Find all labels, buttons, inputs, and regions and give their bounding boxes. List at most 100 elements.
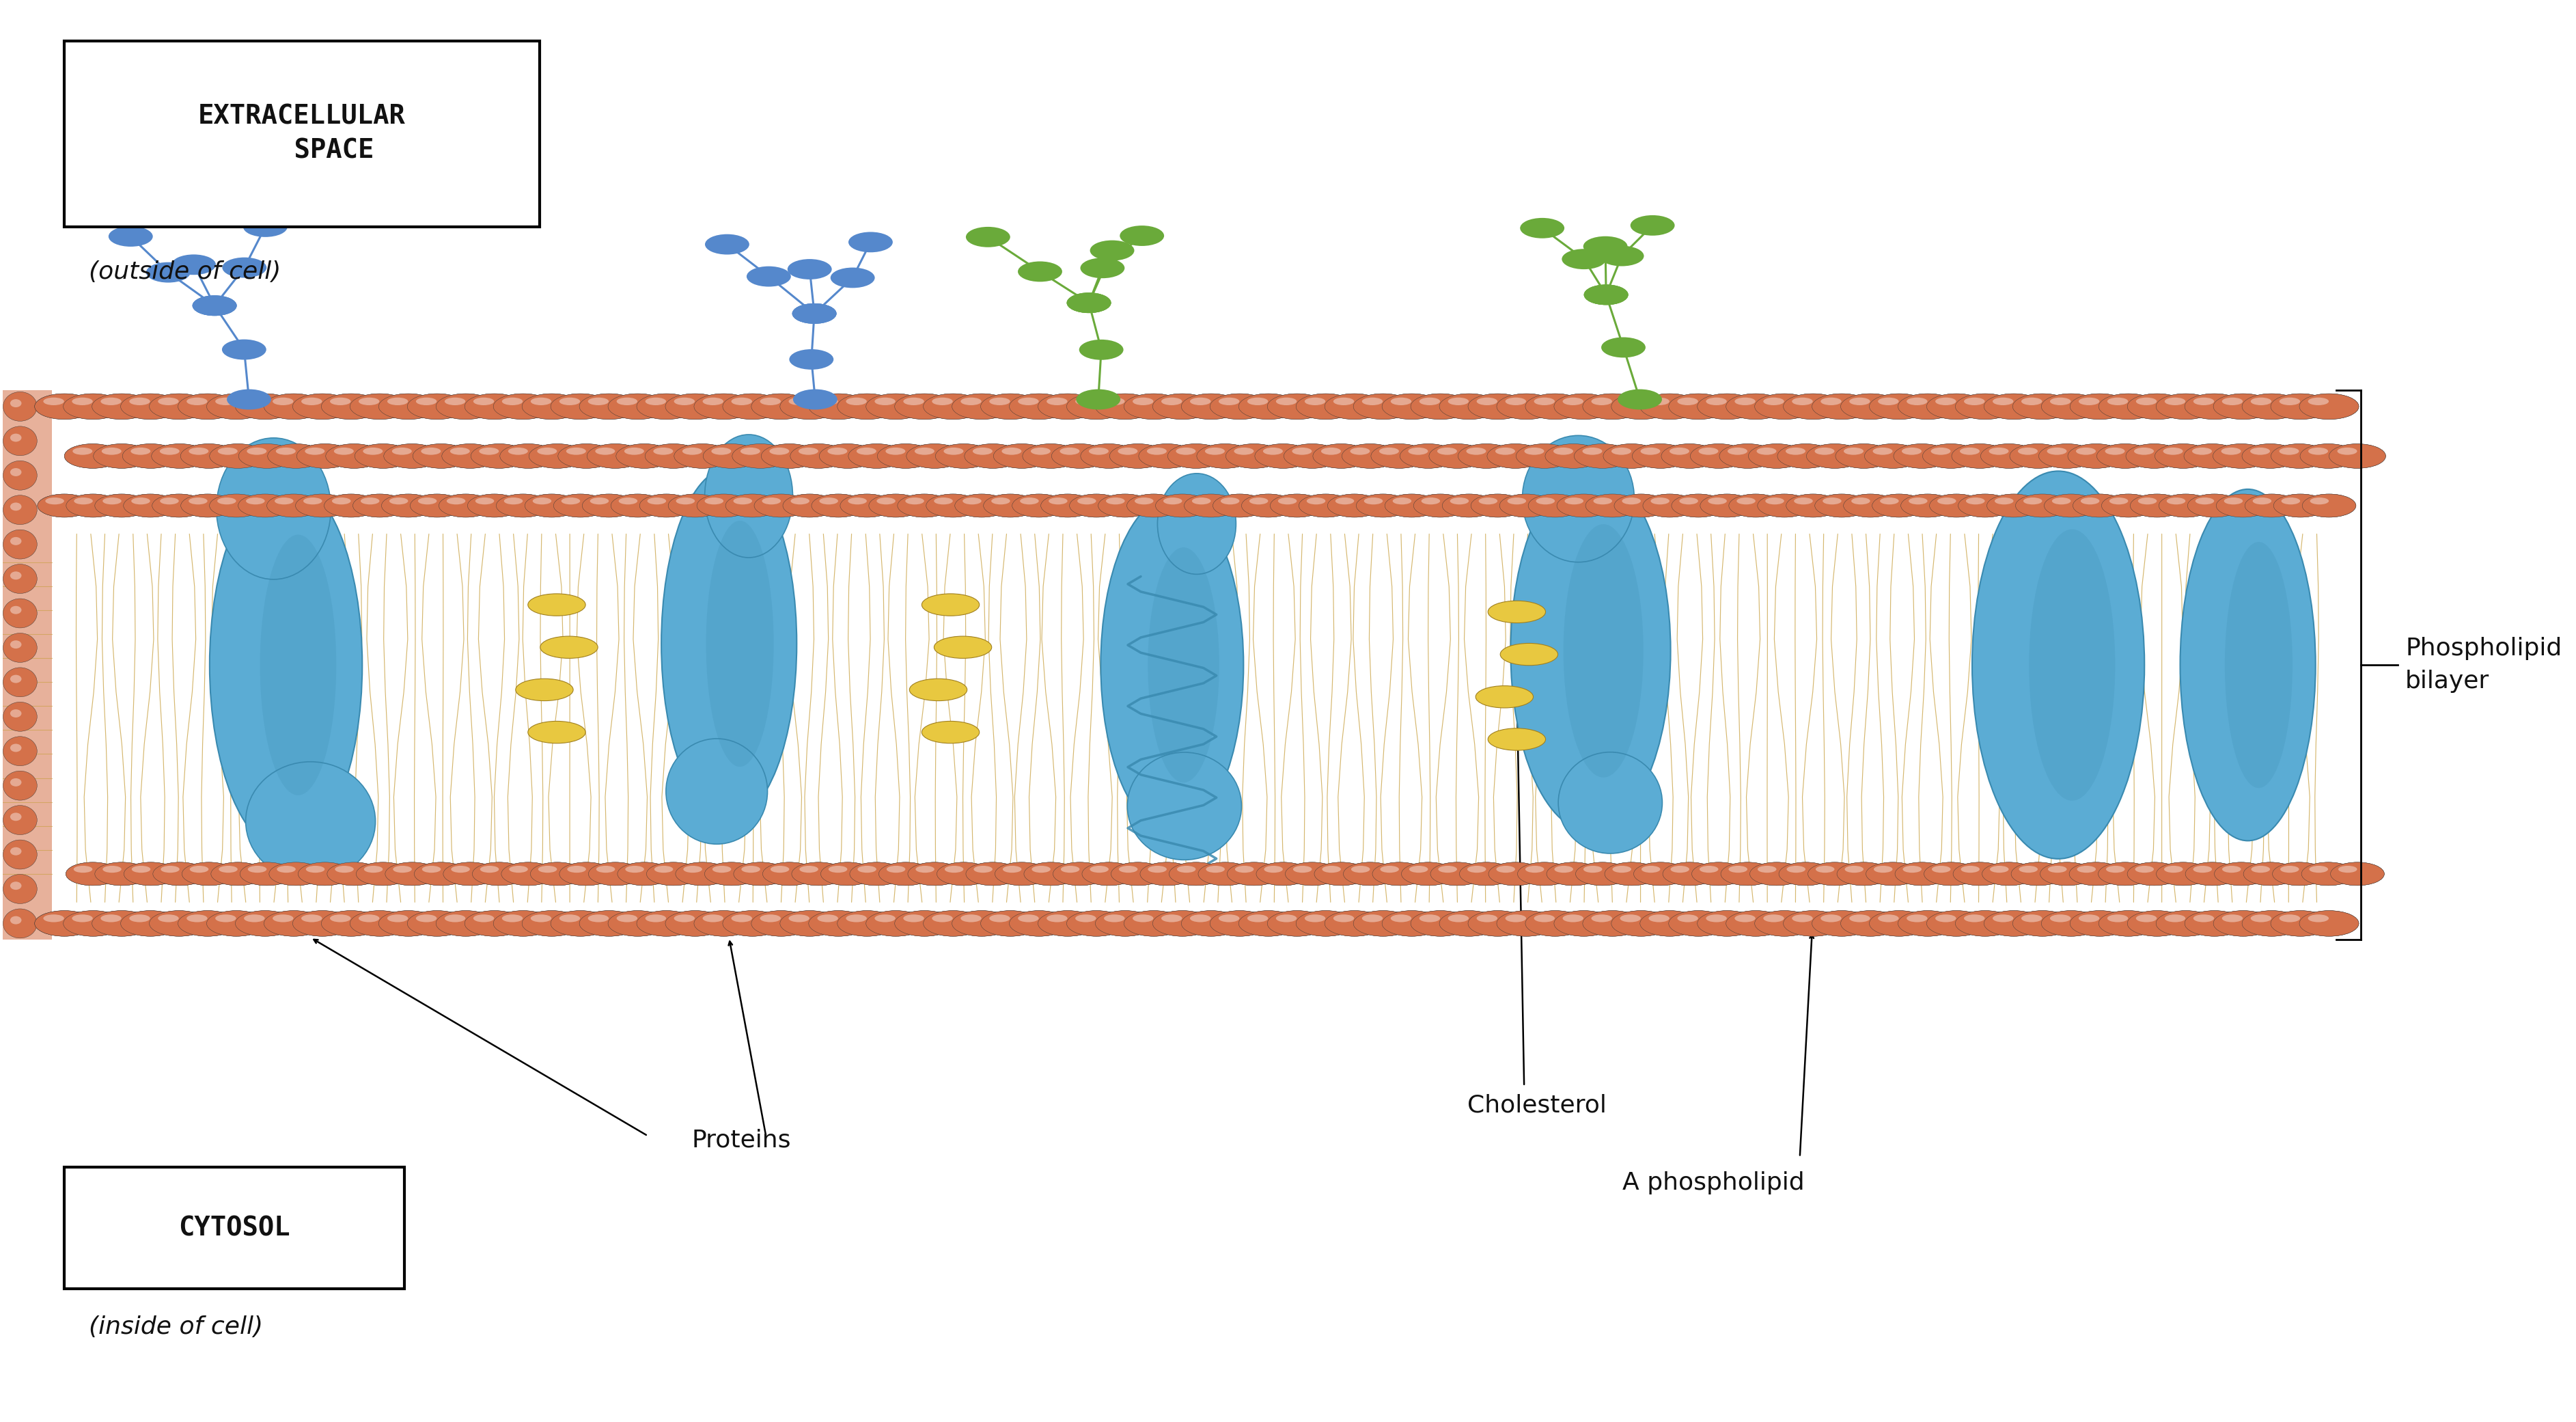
Ellipse shape [760, 914, 781, 921]
Ellipse shape [693, 394, 752, 419]
Ellipse shape [878, 444, 935, 468]
Ellipse shape [2128, 910, 2187, 936]
Ellipse shape [507, 448, 528, 455]
Ellipse shape [1090, 448, 1108, 455]
Ellipse shape [1525, 866, 1543, 873]
Ellipse shape [1553, 448, 1574, 455]
Ellipse shape [124, 862, 178, 886]
Ellipse shape [1669, 394, 1728, 419]
Ellipse shape [1059, 448, 1079, 455]
Ellipse shape [1783, 394, 1842, 419]
Ellipse shape [1556, 493, 1610, 518]
Ellipse shape [363, 866, 384, 873]
Ellipse shape [1595, 498, 1613, 505]
Ellipse shape [502, 914, 523, 921]
Ellipse shape [1363, 498, 1383, 505]
Ellipse shape [528, 444, 585, 468]
Ellipse shape [1440, 910, 1499, 936]
Ellipse shape [209, 493, 263, 518]
Ellipse shape [363, 448, 384, 455]
Ellipse shape [2164, 398, 2184, 405]
Ellipse shape [2079, 914, 2099, 921]
Ellipse shape [64, 394, 124, 419]
Ellipse shape [268, 862, 322, 886]
Ellipse shape [2192, 914, 2215, 921]
Text: CYTOSOL: CYTOSOL [178, 1214, 291, 1241]
Ellipse shape [234, 910, 294, 936]
Ellipse shape [626, 866, 644, 873]
Ellipse shape [103, 498, 121, 505]
Ellipse shape [307, 866, 325, 873]
Ellipse shape [2251, 398, 2272, 405]
Ellipse shape [943, 448, 963, 455]
Ellipse shape [247, 448, 268, 455]
Ellipse shape [1873, 866, 1893, 873]
Ellipse shape [216, 438, 330, 579]
Ellipse shape [2040, 910, 2102, 936]
Ellipse shape [355, 444, 412, 468]
Ellipse shape [67, 493, 121, 518]
Ellipse shape [1468, 394, 1528, 419]
Ellipse shape [1352, 394, 1412, 419]
Ellipse shape [1504, 914, 1525, 921]
Ellipse shape [322, 394, 381, 419]
Ellipse shape [1873, 866, 1893, 873]
Ellipse shape [234, 394, 294, 419]
Ellipse shape [1146, 448, 1167, 455]
Ellipse shape [1927, 394, 1986, 419]
Ellipse shape [1844, 493, 1899, 518]
Ellipse shape [590, 498, 608, 505]
Ellipse shape [64, 444, 121, 468]
Ellipse shape [644, 444, 701, 468]
Ellipse shape [2099, 910, 2159, 936]
Ellipse shape [2050, 398, 2071, 405]
Ellipse shape [10, 640, 21, 648]
Ellipse shape [1728, 866, 1747, 873]
Ellipse shape [2099, 862, 2151, 886]
Ellipse shape [417, 498, 438, 505]
Ellipse shape [1546, 444, 1602, 468]
Ellipse shape [2308, 448, 2329, 455]
Ellipse shape [1363, 914, 1383, 921]
Ellipse shape [350, 394, 410, 419]
Ellipse shape [1440, 394, 1499, 419]
Ellipse shape [1267, 910, 1327, 936]
Ellipse shape [2244, 862, 2298, 886]
Ellipse shape [479, 448, 500, 455]
Ellipse shape [1095, 910, 1154, 936]
Ellipse shape [608, 394, 667, 419]
Ellipse shape [1533, 914, 1556, 921]
Ellipse shape [124, 493, 178, 518]
Ellipse shape [1303, 914, 1327, 921]
Ellipse shape [2074, 493, 2128, 518]
Ellipse shape [2251, 448, 2269, 455]
Ellipse shape [559, 444, 616, 468]
Ellipse shape [2050, 914, 2071, 921]
Ellipse shape [538, 448, 556, 455]
Ellipse shape [2040, 394, 2102, 419]
Ellipse shape [497, 493, 549, 518]
Ellipse shape [1100, 496, 1244, 833]
Ellipse shape [1267, 394, 1327, 419]
Ellipse shape [636, 910, 696, 936]
Ellipse shape [2166, 498, 2184, 505]
Ellipse shape [234, 394, 294, 419]
Ellipse shape [1669, 910, 1728, 936]
Ellipse shape [3, 771, 36, 801]
Ellipse shape [922, 394, 984, 419]
Ellipse shape [799, 866, 819, 873]
Ellipse shape [330, 398, 350, 405]
Ellipse shape [1247, 398, 1267, 405]
Ellipse shape [1564, 498, 1584, 505]
Ellipse shape [1698, 910, 1757, 936]
Ellipse shape [1105, 398, 1126, 405]
Ellipse shape [1262, 448, 1283, 455]
Ellipse shape [1600, 246, 1643, 266]
Ellipse shape [706, 520, 773, 766]
Ellipse shape [1018, 914, 1038, 921]
Ellipse shape [896, 493, 951, 518]
Ellipse shape [1816, 866, 1834, 873]
Ellipse shape [1510, 469, 1672, 832]
Ellipse shape [1133, 914, 1154, 921]
Ellipse shape [260, 535, 337, 795]
